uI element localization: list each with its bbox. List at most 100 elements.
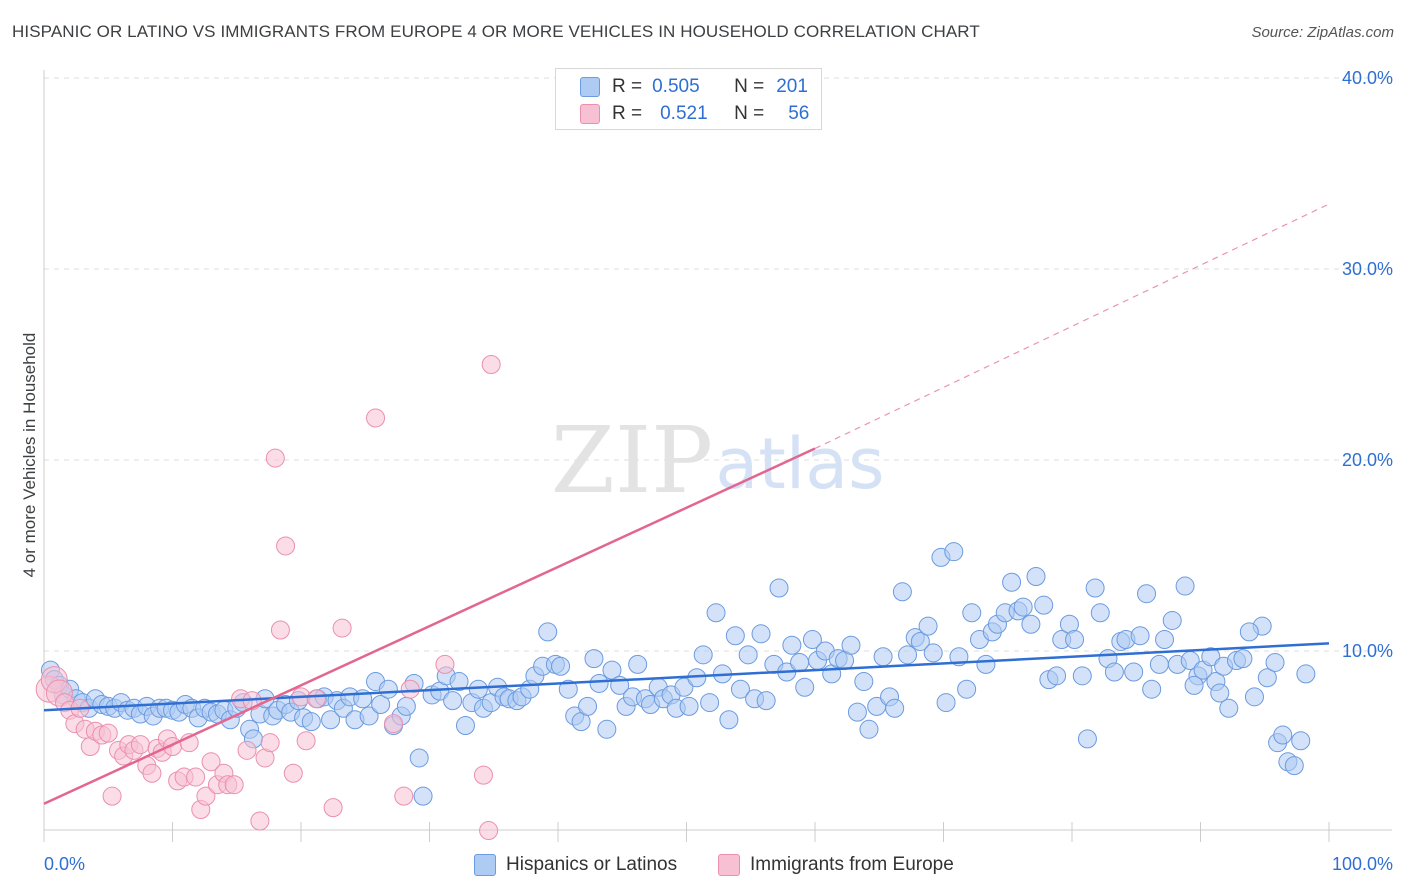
data-point-hispanics	[1034, 595, 1054, 615]
data-point-hispanics	[409, 748, 429, 768]
y-tick-labels: 10.0% 20.0% 30.0% 40.0%	[1342, 68, 1393, 661]
data-point-hispanics	[589, 673, 609, 693]
data-point-hispanics	[1291, 731, 1311, 751]
data-point-hispanics	[1175, 576, 1195, 596]
r-value: 0.505	[652, 76, 700, 97]
data-point-hispanics	[371, 694, 391, 714]
data-point-hispanics	[1219, 698, 1239, 718]
series-hispanics-points	[40, 542, 1316, 806]
y-tick-label: 40.0%	[1342, 68, 1393, 88]
data-point-immigrants	[102, 786, 122, 806]
x-tick-label-min: 0.0%	[44, 854, 85, 874]
n-value: 201	[776, 76, 808, 97]
data-point-hispanics	[597, 719, 617, 739]
n-label: N =	[734, 76, 765, 97]
y-tick-label: 10.0%	[1342, 641, 1393, 661]
data-point-hispanics	[396, 696, 416, 716]
y-tick-label: 20.0%	[1342, 450, 1393, 470]
legend-swatch-blue	[580, 77, 600, 97]
legend-item-hispanics: Hispanics or Latinos	[474, 852, 677, 878]
data-point-hispanics	[738, 645, 758, 665]
data-point-immigrants	[142, 763, 162, 783]
data-point-immigrants	[435, 654, 455, 674]
data-point-hispanics	[1072, 666, 1092, 686]
data-point-hispanics	[854, 672, 874, 692]
data-point-hispanics	[1155, 630, 1175, 650]
data-point-hispanics	[578, 696, 598, 716]
data-point-immigrants	[481, 355, 501, 374]
data-point-hispanics	[898, 645, 918, 665]
series-immigrants-points	[35, 355, 501, 841]
data-point-hispanics	[321, 710, 341, 730]
data-point-immigrants	[265, 448, 285, 468]
r-value: 0.521	[660, 103, 708, 124]
data-point-immigrants	[276, 536, 296, 556]
data-point-hispanics	[1065, 630, 1085, 650]
data-point-hispanics	[359, 706, 379, 726]
data-point-immigrants	[196, 786, 216, 806]
data-point-hispanics	[892, 582, 912, 602]
chart-source: Source: ZipAtlas.com	[1251, 24, 1394, 41]
data-point-hispanics	[700, 693, 720, 713]
data-point-hispanics	[730, 679, 750, 699]
n-value: 56	[788, 103, 810, 124]
trend-lines	[43, 203, 1330, 805]
data-point-hispanics	[1233, 649, 1253, 669]
data-point-hispanics	[859, 719, 879, 739]
data-point-hispanics	[923, 643, 943, 663]
data-point-hispanics	[1130, 626, 1150, 646]
data-point-hispanics	[1077, 729, 1097, 749]
data-point-hispanics	[1162, 610, 1182, 630]
data-point-immigrants	[130, 735, 150, 755]
data-point-hispanics	[795, 677, 815, 697]
data-point-immigrants	[473, 765, 493, 785]
data-point-hispanics	[455, 715, 475, 735]
data-point-hispanics	[847, 702, 867, 722]
data-point-hispanics	[1002, 572, 1022, 592]
data-point-immigrants	[296, 731, 316, 751]
data-point-hispanics	[413, 786, 433, 806]
data-point-hispanics	[1284, 756, 1304, 776]
data-point-hispanics	[378, 679, 398, 699]
data-point-hispanics	[693, 645, 713, 665]
legend-swatch-pink	[718, 854, 740, 876]
data-point-immigrants	[98, 723, 118, 743]
trend-line-immigrants	[43, 447, 816, 805]
data-point-hispanics	[602, 660, 622, 680]
grid-lines	[44, 77, 1392, 652]
data-point-hispanics	[1047, 666, 1067, 686]
stats-legend-row-immigrants: R = 0.521 N = 56	[580, 101, 809, 127]
data-point-hispanics	[944, 542, 964, 562]
data-point-hispanics	[957, 679, 977, 699]
data-point-hispanics	[1104, 662, 1124, 682]
data-point-hispanics	[1142, 679, 1162, 699]
watermark-atlas: atlas	[715, 423, 884, 505]
data-point-hispanics	[1026, 567, 1046, 587]
trend-line-hispanics	[43, 642, 1330, 712]
data-point-immigrants	[394, 786, 414, 806]
legend-label-hispanics: Hispanics or Latinos	[506, 854, 678, 875]
data-point-hispanics	[301, 712, 321, 732]
data-point-hispanics	[976, 654, 996, 674]
data-point-immigrants	[201, 752, 221, 772]
data-point-hispanics	[1021, 614, 1041, 634]
data-point-hispanics	[936, 693, 956, 713]
data-point-hispanics	[1244, 687, 1264, 707]
data-point-hispanics	[885, 698, 905, 718]
watermark-zip: ZIP	[551, 407, 713, 514]
data-point-hispanics	[558, 679, 578, 699]
chart-title: HISPANIC OR LATINO VS IMMIGRANTS FROM EU…	[12, 22, 980, 41]
data-point-hispanics	[873, 647, 893, 667]
data-point-hispanics	[962, 603, 982, 623]
watermark: ZIP atlas	[551, 407, 885, 514]
data-point-hispanics	[679, 696, 699, 716]
data-point-immigrants	[260, 733, 280, 753]
r-label: R =	[612, 103, 643, 124]
legend-item-immigrants: Immigrants from Europe	[718, 852, 954, 878]
data-point-hispanics	[790, 652, 810, 672]
data-point-hispanics	[551, 656, 571, 676]
data-point-immigrants	[306, 689, 326, 709]
data-point-hispanics	[443, 691, 463, 711]
data-point-hispanics	[1124, 662, 1144, 682]
data-point-hispanics	[1184, 675, 1204, 695]
